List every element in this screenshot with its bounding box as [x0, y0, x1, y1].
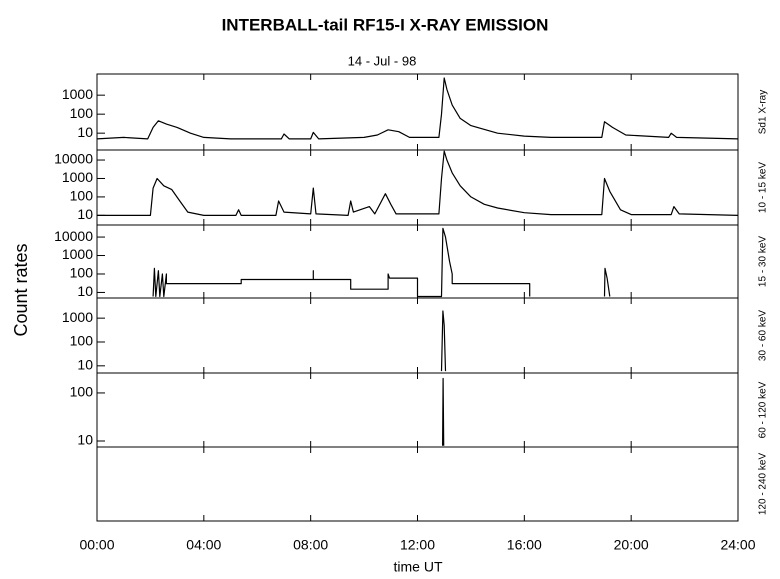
panel-frame [96, 372, 739, 448]
y-tick-label: 100 [70, 333, 94, 349]
y-tick-label: 1000 [62, 246, 93, 262]
chart-title: INTERBALL-tail RF15-I X-RAY EMISSION [222, 15, 549, 34]
y-tick-label: 1000 [62, 309, 93, 325]
panel-label: 60 - 120 keV [758, 381, 769, 438]
panel-frame [96, 297, 739, 374]
data-line [152, 227, 611, 298]
y-tick-label: 100 [70, 384, 94, 400]
panel-frame [96, 73, 739, 151]
x-tick-label: 24:00 [720, 537, 755, 553]
chart-subtitle: 14 - Jul - 98 [348, 53, 417, 68]
x-tick-label: 00:00 [79, 537, 114, 553]
panel-label: 15 - 30 keV [758, 236, 769, 287]
data-line [442, 377, 445, 446]
panel-frame [96, 446, 739, 522]
y-tick-label: 100 [70, 188, 94, 204]
y-tick-label: 1000 [62, 169, 93, 185]
panel-label: Sd1 X-ray [758, 90, 769, 134]
panel-label: 10 - 15 keV [758, 162, 769, 213]
data-line [440, 310, 447, 372]
y-tick-label: 1000 [62, 86, 93, 102]
y-tick-label: 10 [77, 283, 93, 299]
data-line [96, 77, 739, 140]
y-tick-label: 10 [77, 357, 93, 373]
x-tick-label: 04:00 [186, 537, 221, 553]
y-axis-label: Count rates [11, 243, 31, 336]
data-line [97, 150, 739, 216]
x-tick-label: 12:00 [400, 537, 435, 553]
x-tick-label: 16:00 [507, 537, 542, 553]
y-tick-label: 10 [77, 206, 93, 222]
y-tick-label: 10000 [54, 228, 93, 244]
y-tick-label: 10 [77, 432, 93, 448]
y-tick-label: 10 [77, 124, 93, 140]
x-tick-label: 08:00 [293, 537, 328, 553]
x-axis-label: time UT [394, 559, 443, 575]
y-tick-label: 10000 [54, 151, 93, 167]
panel-label: 120 - 240 keV [758, 453, 769, 516]
x-tick-label: 20:00 [614, 537, 649, 553]
y-tick-label: 100 [70, 265, 94, 281]
panel-label: 30 - 60 keV [758, 310, 769, 361]
y-tick-label: 100 [70, 105, 94, 121]
